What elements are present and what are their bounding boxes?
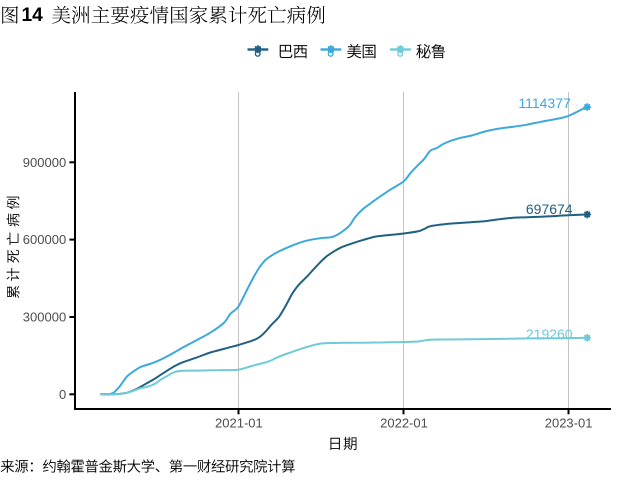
svg-text:14: 14 — [22, 5, 44, 26]
svg-text:2021-01: 2021-01 — [215, 416, 263, 431]
svg-text:900000: 900000 — [23, 155, 66, 170]
svg-text:1114377: 1114377 — [518, 95, 571, 111]
svg-text:600000: 600000 — [23, 232, 66, 247]
svg-text:0: 0 — [59, 387, 66, 402]
svg-text:2022-01: 2022-01 — [380, 416, 428, 431]
svg-text:300000: 300000 — [23, 310, 66, 325]
svg-text:219260: 219260 — [526, 326, 573, 342]
svg-text:2023-01: 2023-01 — [545, 416, 593, 431]
svg-text:697674: 697674 — [526, 201, 573, 217]
